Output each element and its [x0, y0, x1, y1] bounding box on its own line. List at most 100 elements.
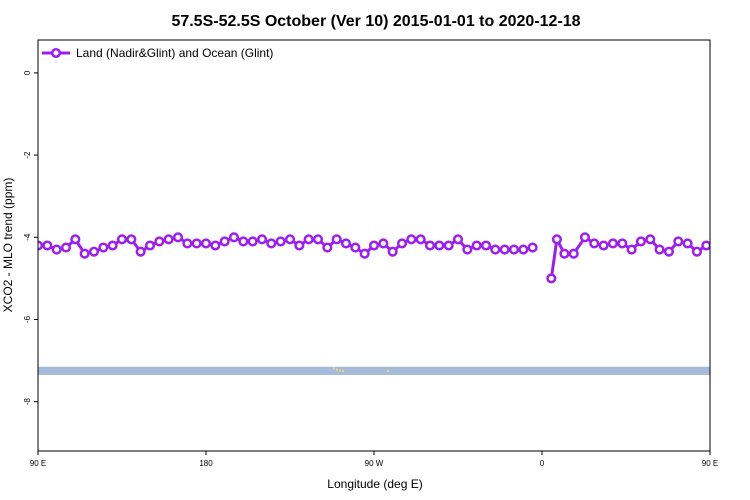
- map-strip: [38, 366, 710, 375]
- data-point: [340, 238, 352, 249]
- data-point: [88, 246, 100, 257]
- land-speck: [339, 369, 341, 372]
- data-point: [163, 234, 174, 245]
- data-point: [322, 242, 333, 253]
- data-point: [471, 240, 482, 251]
- data-point: [359, 248, 370, 259]
- data-point: [98, 242, 109, 253]
- legend-label: Land (Nadir&Glint) and Ocean (Glint): [76, 46, 273, 60]
- data-point: [406, 234, 417, 245]
- data-point: [312, 234, 324, 245]
- data-point: [434, 240, 445, 251]
- data-point: [182, 238, 193, 249]
- data-point: [518, 244, 529, 255]
- data-point: [551, 234, 562, 245]
- data-point: [387, 246, 398, 257]
- data-point: [598, 240, 609, 251]
- data-point: [452, 234, 464, 245]
- data-point: [673, 236, 684, 247]
- ocean-band: [38, 366, 710, 375]
- data-point: [635, 236, 646, 247]
- y-tick-label: -4: [23, 233, 32, 241]
- data-point: [70, 234, 81, 245]
- data-point: [701, 240, 710, 251]
- data-point: [294, 240, 305, 251]
- data-point: [42, 240, 53, 251]
- land-speck: [387, 369, 389, 372]
- data-point: [546, 273, 557, 284]
- data-point: [284, 234, 296, 245]
- legend: Land (Nadir&Glint) and Ocean (Glint): [42, 46, 273, 60]
- data-point: [740, 236, 748, 244]
- x-axis-label: Longitude (deg E): [327, 477, 422, 491]
- data-point: [210, 240, 221, 251]
- x-tick-label: 90 E: [30, 459, 46, 468]
- data-point: [527, 242, 538, 253]
- x-tick-label: 0: [540, 459, 545, 468]
- data-point: [256, 234, 268, 245]
- y-tick-label: 0: [23, 70, 32, 75]
- data-point: [247, 236, 258, 247]
- data-point: [663, 246, 674, 257]
- data-point: [480, 240, 492, 251]
- data-point: [691, 246, 702, 257]
- data-point: [144, 240, 156, 251]
- data-point: [378, 238, 389, 249]
- data-point: [645, 234, 656, 245]
- data-point: [499, 244, 510, 255]
- data-point: [568, 248, 579, 259]
- data-point: [60, 242, 72, 253]
- data-point: [107, 240, 118, 251]
- land-speck: [336, 368, 338, 371]
- data-point: [415, 234, 426, 245]
- data-point: [462, 244, 473, 255]
- data-point: [303, 234, 314, 245]
- data-point: [350, 242, 361, 253]
- plot-frame: [37, 39, 711, 452]
- data-point: [219, 236, 230, 247]
- data-point: [79, 248, 90, 259]
- data-point: [238, 236, 249, 247]
- data-point: [559, 248, 570, 259]
- data-point: [275, 236, 286, 247]
- data-point: [712, 242, 720, 250]
- data-point: [368, 240, 380, 251]
- data-point: [626, 244, 637, 255]
- data-point: [116, 234, 128, 245]
- data-point: [607, 238, 618, 249]
- data-point: [654, 244, 665, 255]
- data-point: [443, 240, 454, 251]
- data-point: [135, 246, 146, 257]
- y-axis-label: XCO2 - MLO trend (ppm): [1, 178, 15, 313]
- data-point: [617, 238, 628, 249]
- data-point: [172, 232, 184, 243]
- data-point: [331, 234, 342, 245]
- land-speck: [333, 367, 335, 370]
- y-tick-label: -8: [23, 398, 32, 406]
- y-tick-label: -2: [23, 151, 32, 159]
- legend-circle-marker: [50, 47, 62, 59]
- x-tick-label: 90 E: [702, 459, 718, 468]
- data-point: [200, 238, 212, 249]
- data-point: [126, 234, 137, 245]
- data-point: [579, 232, 590, 243]
- data-point: [721, 246, 729, 254]
- data-point: [589, 238, 600, 249]
- data-point: [730, 244, 738, 252]
- x-tick-label: 180: [199, 459, 213, 468]
- data-point: [266, 238, 277, 249]
- data-point: [154, 236, 165, 247]
- axis-ticks: 90 E 180 90 W 0 90 E 0 -2 -4 -6 -8: [23, 70, 718, 468]
- land-speck: [342, 370, 344, 373]
- data-point: [191, 238, 202, 249]
- data-point: [682, 238, 693, 249]
- data-point: [508, 244, 520, 255]
- data-point: [396, 238, 408, 249]
- data-point: [51, 244, 62, 255]
- data-point: [490, 244, 501, 255]
- data-point: [228, 232, 240, 243]
- chart-title: 57.5S-52.5S October (Ver 10) 2015-01-01 …: [171, 13, 580, 30]
- x-tick-label: 90 W: [365, 459, 384, 468]
- series-layer: [38, 232, 748, 284]
